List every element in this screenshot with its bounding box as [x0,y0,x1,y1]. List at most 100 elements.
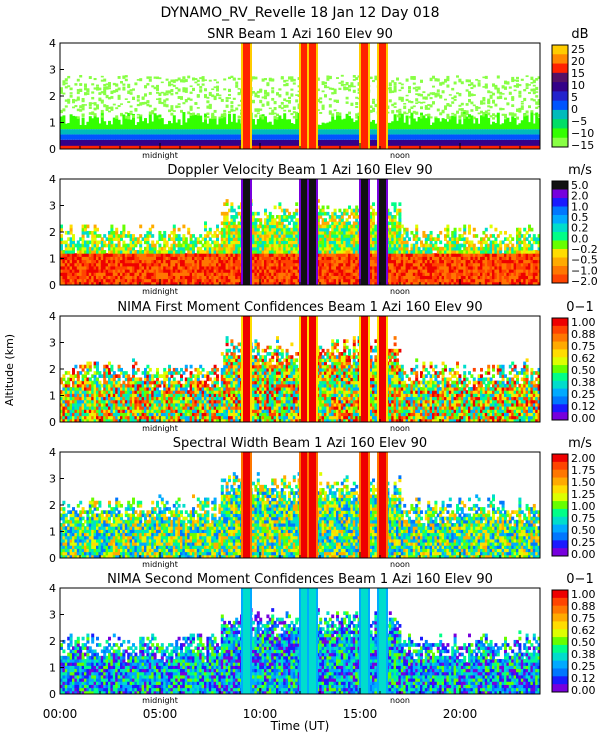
colorbar-units: m/s [568,163,592,178]
rain-column [379,43,386,149]
colorbar-segment [552,388,568,397]
colorbar-label: 1.00 [571,588,596,601]
colorbar-segment [552,349,568,358]
colorbar-units: 0−1 [566,572,593,587]
colorbar-label: 2.00 [571,452,596,465]
colorbar-frame [551,317,569,421]
colorbar-label: 0.88 [571,600,596,613]
colorbar-frame [551,453,569,557]
colorbar-segment [552,372,568,382]
colorbar-label: 0.75 [571,340,596,353]
colorbar-label: 1.50 [571,476,596,489]
panel-5: NIMA Second Moment Confidences Beam 1 Az… [49,572,596,705]
rain-column [301,43,308,149]
heatmap-field [60,43,540,149]
colorbar-segment [552,477,568,486]
colorbar-segment [552,257,568,267]
colorbar-segment [552,357,568,366]
noon-label: noon [390,560,410,569]
colorbar-segment [552,461,568,471]
colorbar-label: 20 [571,55,585,68]
colorbar-segment [552,590,568,599]
colorbar-segment [552,109,568,120]
y-tick-label: 3 [49,473,56,486]
colorbar-label: −0.5 [571,254,598,267]
panel-title: NIMA Second Moment Confidences Beam 1 Az… [107,572,493,587]
colorbar-segment [552,365,568,374]
y-tick-label: 0 [49,143,56,156]
colorbar-segment [552,198,568,207]
colorbar-label: 25 [571,43,585,56]
y-tick-label: 3 [49,64,56,77]
colorbar-label: 0.62 [571,624,596,637]
colorbar-segment [552,412,568,421]
colorbar-label: 0.88 [571,328,596,341]
colorbar-segment [552,532,568,541]
colorbar-segment [552,72,568,83]
colorbar-frame [551,180,569,284]
colorbar-segment [552,223,568,233]
rain-column [243,452,250,558]
colorbar-segment [552,206,568,216]
colorbar-label: 1.0 [571,200,589,213]
colorbar-label: 0.25 [571,660,596,673]
rain-column [379,316,386,422]
panel-2: Doppler Velocity Beam 1 Azi 160 Elev 90 0… [49,163,598,296]
heatmap-field [60,316,540,422]
y-tick-label: 2 [49,226,56,239]
colorbar-segment [552,341,568,350]
rain-column [361,43,368,149]
colorbar-segment [552,91,568,102]
y-tick-label: 1 [49,117,56,130]
colorbar-label: 0.38 [571,376,596,389]
y-tick-label: 4 [49,446,56,459]
midnight-label: midnight [142,287,178,296]
rain-column [301,316,308,422]
panel-title: Spectral Width Beam 1 Azi 160 Elev 90 [173,436,427,451]
colorbar-label: 0.00 [571,412,596,425]
x-tick-label: 10:00 [243,707,278,721]
y-tick-label: 3 [49,200,56,213]
y-tick-label: 0 [49,688,56,701]
colorbar-segment [552,540,568,549]
y-tick-label: 1 [49,390,56,403]
colorbar-label: 0.12 [571,672,596,685]
y-tick-label: 3 [49,609,56,622]
colorbar-label: 0.25 [571,388,596,401]
heatmap-field [60,452,540,558]
colorbar-segment [552,266,568,275]
colorbar-segment [552,454,568,463]
midnight-label: midnight [142,424,178,433]
colorbar-segment [552,119,568,129]
noon-label: noon [390,424,410,433]
colorbar-label: −2.0 [571,275,598,288]
colorbar-segment [552,605,568,615]
y-tick-label: 0 [49,552,56,565]
colorbar-label: 0.62 [571,352,596,365]
panel-3: NIMA First Moment Confidences Beam 1 Azi… [49,300,596,433]
colorbar-segment [552,215,568,224]
colorbar-segment [552,333,568,343]
panel-title: SNR Beam 1 Azi 160 Elev 90 [207,27,393,42]
colorbar-label: 1.00 [571,500,596,513]
rain-column [361,316,368,422]
colorbar-label: 10 [571,79,585,92]
y-tick-label: 0 [49,416,56,429]
colorbar-frame [551,44,569,148]
colorbar-label: 0.75 [571,512,596,525]
y-tick-label: 4 [49,173,56,186]
rain-column [301,588,308,694]
colorbar-label: −15 [571,139,594,152]
x-tick-label: 00:00 [43,707,78,721]
colorbar-segment [552,644,568,654]
rain-column [379,588,386,694]
noon-label: noon [390,287,410,296]
colorbar-label: 0.5 [571,211,589,224]
colorbar-label: 0.38 [571,648,596,661]
colorbar-label: −5 [571,115,587,128]
colorbar-segment [552,274,568,284]
colorbar-segment [552,508,568,518]
colorbar-label: 1.00 [571,316,596,329]
noon-label: noon [390,151,410,160]
colorbar-segment [552,249,568,258]
